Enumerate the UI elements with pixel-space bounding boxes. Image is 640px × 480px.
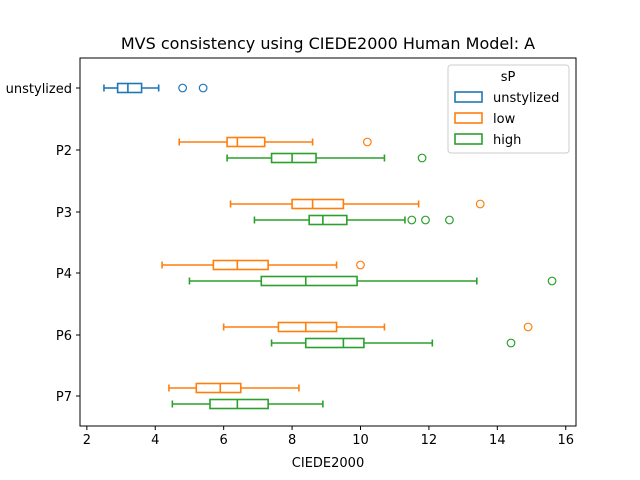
- outlier-point: [547, 276, 557, 286]
- chart-title: MVS consistency using CIEDE2000 Human Mo…: [121, 34, 535, 53]
- legend-label-high: high: [493, 133, 521, 148]
- outlier-point: [198, 83, 208, 93]
- box-high-P6: [270, 337, 516, 349]
- x-tick-label: 8: [288, 433, 296, 448]
- x-tick-label: 16: [557, 433, 574, 448]
- box-low-P7: [168, 382, 300, 394]
- legend-swatch-low: [454, 112, 483, 124]
- box-low-P2: [178, 136, 372, 148]
- iqr-box: [116, 82, 143, 94]
- outlier-point: [445, 215, 454, 225]
- iqr-box: [304, 337, 365, 349]
- iqr-box: [226, 136, 266, 148]
- outlier-point: [362, 137, 372, 147]
- axes-frame: [79, 57, 577, 427]
- y-tick-label: P2: [56, 144, 72, 159]
- box-low-P6: [222, 321, 533, 333]
- iqr-box: [195, 382, 242, 394]
- iqr-box: [209, 398, 269, 410]
- outlier-point: [178, 83, 188, 93]
- legend-frame: [447, 64, 570, 154]
- x-axis-label: CIEDE2000: [292, 456, 364, 471]
- y-tick-label: P7: [56, 390, 72, 405]
- legend-swatch-high: [454, 133, 483, 145]
- box-high-P4: [188, 275, 557, 287]
- legend-title: sP: [501, 70, 516, 85]
- x-tick-label: 14: [489, 433, 506, 448]
- iqr-box: [270, 152, 317, 164]
- legend-label-low: low: [493, 112, 516, 127]
- box-low-P3: [229, 198, 485, 210]
- legend-label-unstylized: unstylized: [493, 91, 559, 106]
- outlier-point: [506, 338, 516, 348]
- x-tick-label: 6: [220, 433, 228, 448]
- box-unstylized-unstylized: [103, 82, 208, 94]
- iqr-box: [212, 259, 269, 271]
- outlier-point: [421, 215, 430, 225]
- outlier-point: [356, 260, 365, 270]
- plot-area: 2 4 6 8 10 12 14 16 unstylized P2 P3 P4 P6 P7: [6, 82, 574, 448]
- iqr-box: [260, 275, 358, 287]
- outlier-point: [417, 153, 427, 163]
- iqr-box: [291, 198, 345, 210]
- box-low-P4: [161, 259, 365, 271]
- x-tick-label: 10: [352, 433, 369, 448]
- x-tick-label: 2: [83, 433, 91, 448]
- outlier-point: [475, 199, 485, 209]
- x-tick-label: 12: [421, 433, 438, 448]
- x-tick-label: 4: [151, 433, 159, 448]
- legend: sP unstylized low high: [447, 64, 570, 154]
- iqr-box: [277, 321, 338, 333]
- y-tick-label: unstylized: [6, 82, 72, 97]
- y-tick-label: P3: [56, 206, 72, 221]
- box-high-P7: [171, 398, 324, 410]
- iqr-box: [308, 214, 348, 226]
- y-tick-label: P6: [56, 329, 72, 344]
- outlier-point: [407, 215, 417, 225]
- y-tick-label: P4: [56, 267, 72, 282]
- box-high-P2: [226, 152, 427, 164]
- box-high-P3: [253, 214, 454, 226]
- legend-swatch-unstylized: [454, 91, 483, 103]
- outlier-point: [523, 322, 533, 332]
